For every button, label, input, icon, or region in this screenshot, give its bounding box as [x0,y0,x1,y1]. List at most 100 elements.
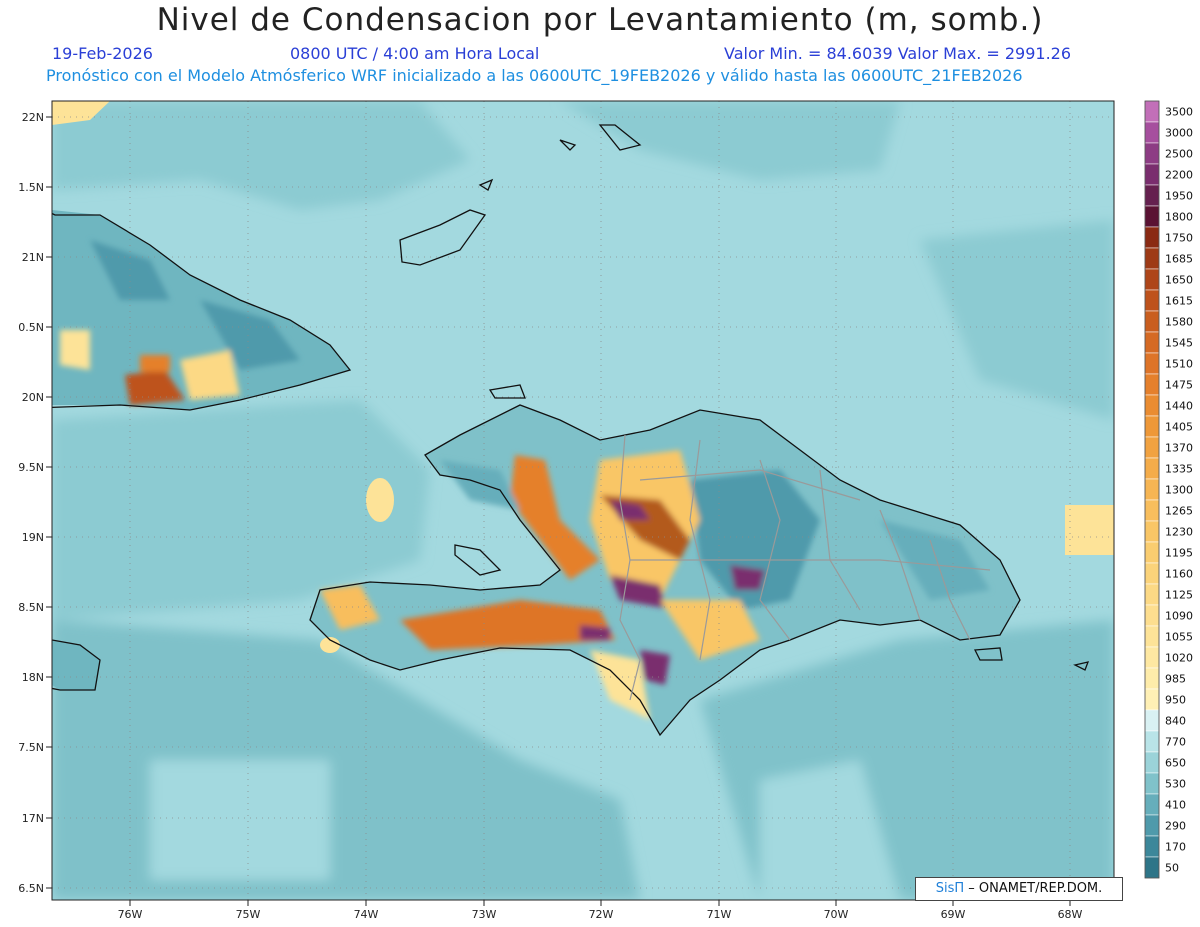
jamaica-land [52,640,100,690]
colorbar-label: 410 [1165,799,1186,812]
colorbar-label: 650 [1165,757,1186,770]
colorbar-label: 1265 [1165,505,1193,518]
colorbar-swatch [1144,604,1160,627]
colorbar-label: 1405 [1165,421,1193,434]
colorbar-swatch [1144,541,1160,564]
colorbar-label: 170 [1165,841,1186,854]
lat-label: 18N [22,671,44,684]
colorbar-swatch [1144,751,1160,774]
colorbar-swatch [1144,688,1160,711]
lat-label: 19N [22,531,44,544]
colorbar-swatch [1144,352,1160,375]
colorbar-swatch [1144,457,1160,480]
colorbar-swatch [1144,793,1160,816]
colorbar-swatch [1144,772,1160,795]
colorbar-label: 840 [1165,715,1186,728]
yellow-patches [52,101,1114,653]
coastlines [52,124,1090,737]
longitude-labels: 76W 75W 74W 73W 72W 71W 70W 69W 68W [118,908,1083,921]
colorbar-label: 1615 [1165,295,1193,308]
colorbar-swatch [1144,373,1160,396]
lon-label: 73W [472,908,497,921]
colorbar: 3500 3000 2500 2200 1950 1800 1750 1685 1650 1615… [1144,100,1193,879]
lat-label: 17N [22,812,44,825]
colorbar-label: 1750 [1165,232,1193,245]
lat-label: 1.5N [18,181,44,194]
colorbar-swatch [1144,184,1160,207]
colorbar-label: 1580 [1165,316,1193,329]
hispaniola-land [310,405,1020,735]
lon-label: 72W [589,908,614,921]
colorbar-label: 2200 [1165,169,1193,182]
forecast-time: 0800 UTC / 4:00 am Hora Local [290,44,540,63]
lon-label: 70W [824,908,849,921]
colorbar-swatch [1144,331,1160,354]
colorbar-swatch [1144,268,1160,291]
colorbar-swatch [1144,436,1160,459]
lat-label: 7.5N [18,741,44,754]
map-field [52,101,1114,900]
colorbar-label: 1055 [1165,631,1193,644]
map-title: Nivel de Condensacion por Levantamiento … [156,2,1044,38]
colorbar-swatch [1144,520,1160,543]
lon-label: 69W [941,908,966,921]
colorbar-label: 50 [1165,862,1179,875]
forecast-date: 19-Feb-2026 [52,44,153,63]
colorbar-swatch [1144,814,1160,837]
colorbar-swatch [1144,478,1160,501]
plot-frame [51,100,1115,901]
colorbar-swatch [1144,499,1160,522]
colorbar-swatch [1144,394,1160,417]
colorbar-label: 530 [1165,778,1186,791]
credit-text: – ONAMET/REP.DOM. [968,881,1103,896]
credit-box: SisΠ – ONAMET/REP.DOM. [915,877,1123,901]
colorbar-swatch [1144,709,1160,732]
lat-label: 20N [22,391,44,404]
colorbar-swatch [1144,142,1160,165]
colorbar-label: 770 [1165,736,1186,749]
lat-label: 21N [22,251,44,264]
colorbar-swatch [1144,310,1160,333]
colorbar-label: 1090 [1165,610,1193,623]
colorbar-swatch [1144,226,1160,249]
model-info: Pronóstico con el Modelo Atmósferico WRF… [46,66,1023,85]
colorbar-swatch [1144,646,1160,669]
brand-logo: SisΠ [935,881,965,896]
colorbar-swatch [1144,856,1160,879]
colorbar-swatch [1144,205,1160,228]
colorbar-frame [1144,100,1160,879]
colorbar-swatch [1144,163,1160,186]
colorbar-label: 985 [1165,673,1186,686]
lat-label: 22N [22,111,44,124]
lon-label: 68W [1058,908,1083,921]
colorbar-label: 3000 [1165,127,1193,140]
colorbar-label: 2500 [1165,148,1193,161]
colorbar-swatch [1144,415,1160,438]
colorbar-label: 1195 [1165,547,1193,560]
colorbar-label: 290 [1165,820,1186,833]
colorbar-swatch [1144,730,1160,753]
colorbar-label: 1950 [1165,190,1193,203]
lat-label: 8.5N [18,601,44,614]
colorbar-label: 3500 [1165,106,1193,119]
colorbar-label: 1800 [1165,211,1193,224]
ticks [46,116,1071,906]
colorbar-label: 1475 [1165,379,1193,392]
province-borders [619,434,991,701]
colorbar-label: 1300 [1165,484,1193,497]
colorbar-swatch [1144,835,1160,858]
lat-label: 9.5N [18,461,44,474]
colorbar-label: 1440 [1165,400,1193,413]
colorbar-swatch [1144,625,1160,648]
lat-label: 0.5N [18,321,44,334]
colorbar-label: 1160 [1165,568,1193,581]
lon-label: 75W [236,908,261,921]
colorbar-swatch [1144,121,1160,144]
latitude-labels: 22N 1.5N 21N 0.5N 20N 9.5N 19N 8.5N 18N … [18,111,44,895]
lon-label: 76W [118,908,143,921]
colorbar-label: 1370 [1165,442,1193,455]
lon-label: 71W [707,908,732,921]
colorbar-swatch [1144,100,1160,123]
colorbar-label: 1020 [1165,652,1193,665]
